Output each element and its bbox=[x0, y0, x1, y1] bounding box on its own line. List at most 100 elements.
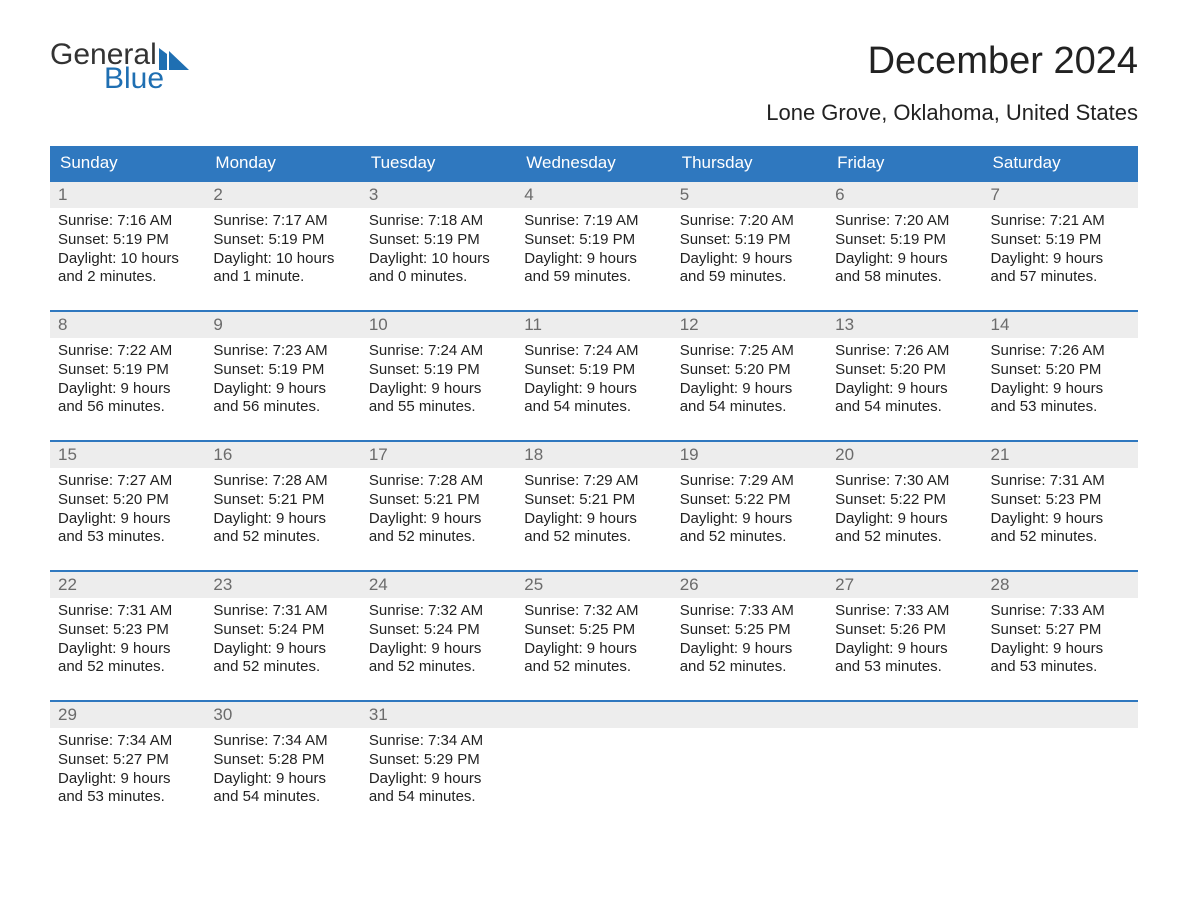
day-daylight-2: and 54 minutes. bbox=[680, 398, 819, 417]
day-daylight-2: and 52 minutes. bbox=[213, 528, 352, 547]
day-number: 18 bbox=[516, 442, 671, 468]
day-sunset: Sunset: 5:19 PM bbox=[58, 231, 197, 250]
calendar-day: 1Sunrise: 7:16 AMSunset: 5:19 PMDaylight… bbox=[50, 182, 205, 310]
day-sunrise: Sunrise: 7:22 AM bbox=[58, 342, 197, 361]
calendar-day: 4Sunrise: 7:19 AMSunset: 5:19 PMDaylight… bbox=[516, 182, 671, 310]
calendar-day: 29Sunrise: 7:34 AMSunset: 5:27 PMDayligh… bbox=[50, 702, 205, 830]
day-sunset: Sunset: 5:28 PM bbox=[213, 751, 352, 770]
day-daylight-1: Daylight: 10 hours bbox=[58, 250, 197, 269]
calendar-day: 28Sunrise: 7:33 AMSunset: 5:27 PMDayligh… bbox=[983, 572, 1138, 700]
day-sunset: Sunset: 5:23 PM bbox=[58, 621, 197, 640]
day-daylight-2: and 52 minutes. bbox=[991, 528, 1130, 547]
calendar-day bbox=[516, 702, 671, 830]
calendar-day: 23Sunrise: 7:31 AMSunset: 5:24 PMDayligh… bbox=[205, 572, 360, 700]
day-daylight-2: and 0 minutes. bbox=[369, 268, 508, 287]
day-sunrise: Sunrise: 7:34 AM bbox=[369, 732, 508, 751]
day-number: 22 bbox=[50, 572, 205, 598]
day-sunset: Sunset: 5:19 PM bbox=[213, 361, 352, 380]
day-daylight-2: and 52 minutes. bbox=[524, 658, 663, 677]
day-sunrise: Sunrise: 7:20 AM bbox=[835, 212, 974, 231]
day-daylight-2: and 57 minutes. bbox=[991, 268, 1130, 287]
day-daylight-1: Daylight: 9 hours bbox=[524, 510, 663, 529]
day-body: Sunrise: 7:31 AMSunset: 5:23 PMDaylight:… bbox=[983, 468, 1138, 555]
calendar-week: 1Sunrise: 7:16 AMSunset: 5:19 PMDaylight… bbox=[50, 180, 1138, 310]
day-sunrise: Sunrise: 7:30 AM bbox=[835, 472, 974, 491]
day-daylight-1: Daylight: 9 hours bbox=[991, 380, 1130, 399]
day-number: 17 bbox=[361, 442, 516, 468]
day-body: Sunrise: 7:17 AMSunset: 5:19 PMDaylight:… bbox=[205, 208, 360, 295]
day-sunrise: Sunrise: 7:33 AM bbox=[680, 602, 819, 621]
day-sunset: Sunset: 5:19 PM bbox=[680, 231, 819, 250]
day-daylight-1: Daylight: 9 hours bbox=[835, 510, 974, 529]
day-number bbox=[983, 702, 1138, 728]
day-body: Sunrise: 7:22 AMSunset: 5:19 PMDaylight:… bbox=[50, 338, 205, 425]
day-sunset: Sunset: 5:20 PM bbox=[991, 361, 1130, 380]
day-body: Sunrise: 7:28 AMSunset: 5:21 PMDaylight:… bbox=[205, 468, 360, 555]
day-number: 12 bbox=[672, 312, 827, 338]
day-sunrise: Sunrise: 7:31 AM bbox=[991, 472, 1130, 491]
day-number: 3 bbox=[361, 182, 516, 208]
day-daylight-2: and 52 minutes. bbox=[680, 658, 819, 677]
day-number bbox=[672, 702, 827, 728]
day-sunrise: Sunrise: 7:18 AM bbox=[369, 212, 508, 231]
day-daylight-1: Daylight: 9 hours bbox=[369, 770, 508, 789]
calendar-day: 8Sunrise: 7:22 AMSunset: 5:19 PMDaylight… bbox=[50, 312, 205, 440]
calendar-day: 12Sunrise: 7:25 AMSunset: 5:20 PMDayligh… bbox=[672, 312, 827, 440]
day-daylight-2: and 52 minutes. bbox=[213, 658, 352, 677]
calendar-day: 24Sunrise: 7:32 AMSunset: 5:24 PMDayligh… bbox=[361, 572, 516, 700]
day-daylight-1: Daylight: 9 hours bbox=[524, 380, 663, 399]
day-sunrise: Sunrise: 7:32 AM bbox=[524, 602, 663, 621]
day-number: 21 bbox=[983, 442, 1138, 468]
day-daylight-2: and 55 minutes. bbox=[369, 398, 508, 417]
day-sunrise: Sunrise: 7:25 AM bbox=[680, 342, 819, 361]
calendar-day: 22Sunrise: 7:31 AMSunset: 5:23 PMDayligh… bbox=[50, 572, 205, 700]
day-body bbox=[827, 728, 982, 740]
day-number: 29 bbox=[50, 702, 205, 728]
day-number: 31 bbox=[361, 702, 516, 728]
day-daylight-1: Daylight: 9 hours bbox=[369, 380, 508, 399]
calendar-day: 9Sunrise: 7:23 AMSunset: 5:19 PMDaylight… bbox=[205, 312, 360, 440]
day-body: Sunrise: 7:23 AMSunset: 5:19 PMDaylight:… bbox=[205, 338, 360, 425]
day-number: 9 bbox=[205, 312, 360, 338]
calendar-day bbox=[827, 702, 982, 830]
day-daylight-2: and 53 minutes. bbox=[58, 528, 197, 547]
calendar-day: 2Sunrise: 7:17 AMSunset: 5:19 PMDaylight… bbox=[205, 182, 360, 310]
day-daylight-1: Daylight: 9 hours bbox=[991, 250, 1130, 269]
day-number: 16 bbox=[205, 442, 360, 468]
brand-word2: Blue bbox=[104, 64, 189, 94]
day-sunrise: Sunrise: 7:29 AM bbox=[680, 472, 819, 491]
day-sunset: Sunset: 5:26 PM bbox=[835, 621, 974, 640]
day-body: Sunrise: 7:34 AMSunset: 5:29 PMDaylight:… bbox=[361, 728, 516, 815]
day-daylight-2: and 56 minutes. bbox=[213, 398, 352, 417]
day-body: Sunrise: 7:32 AMSunset: 5:24 PMDaylight:… bbox=[361, 598, 516, 685]
calendar-day: 19Sunrise: 7:29 AMSunset: 5:22 PMDayligh… bbox=[672, 442, 827, 570]
day-sunset: Sunset: 5:19 PM bbox=[58, 361, 197, 380]
page-subtitle: Lone Grove, Oklahoma, United States bbox=[50, 100, 1138, 126]
calendar-day bbox=[672, 702, 827, 830]
day-sunrise: Sunrise: 7:20 AM bbox=[680, 212, 819, 231]
day-daylight-1: Daylight: 9 hours bbox=[991, 510, 1130, 529]
day-sunrise: Sunrise: 7:26 AM bbox=[991, 342, 1130, 361]
dow-sunday: Sunday bbox=[50, 146, 205, 180]
day-sunset: Sunset: 5:20 PM bbox=[680, 361, 819, 380]
day-sunrise: Sunrise: 7:31 AM bbox=[58, 602, 197, 621]
day-daylight-2: and 54 minutes. bbox=[369, 788, 508, 807]
day-daylight-1: Daylight: 10 hours bbox=[369, 250, 508, 269]
day-sunset: Sunset: 5:19 PM bbox=[369, 361, 508, 380]
day-body bbox=[672, 728, 827, 740]
day-body: Sunrise: 7:33 AMSunset: 5:25 PMDaylight:… bbox=[672, 598, 827, 685]
header: General Blue December 2024 bbox=[50, 40, 1138, 94]
day-daylight-2: and 52 minutes. bbox=[58, 658, 197, 677]
day-daylight-1: Daylight: 9 hours bbox=[58, 770, 197, 789]
dow-tuesday: Tuesday bbox=[361, 146, 516, 180]
day-sunset: Sunset: 5:19 PM bbox=[369, 231, 508, 250]
day-daylight-2: and 54 minutes. bbox=[213, 788, 352, 807]
day-number: 27 bbox=[827, 572, 982, 598]
day-body: Sunrise: 7:29 AMSunset: 5:22 PMDaylight:… bbox=[672, 468, 827, 555]
day-sunrise: Sunrise: 7:27 AM bbox=[58, 472, 197, 491]
day-number: 2 bbox=[205, 182, 360, 208]
calendar-week: 22Sunrise: 7:31 AMSunset: 5:23 PMDayligh… bbox=[50, 570, 1138, 700]
day-sunset: Sunset: 5:27 PM bbox=[58, 751, 197, 770]
day-sunset: Sunset: 5:24 PM bbox=[213, 621, 352, 640]
day-sunset: Sunset: 5:20 PM bbox=[58, 491, 197, 510]
